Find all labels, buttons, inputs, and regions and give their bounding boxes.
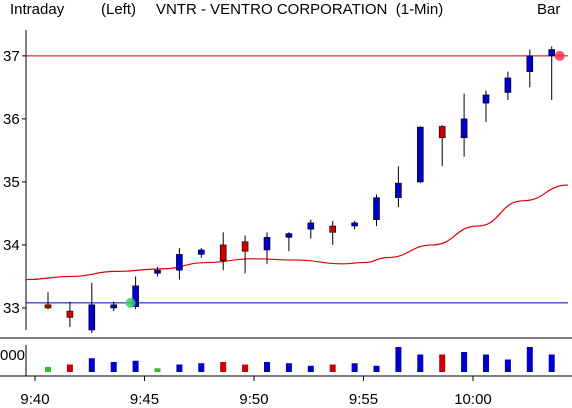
candle-body [351, 222, 358, 227]
volume-bar [548, 354, 555, 372]
candle-body [526, 55, 534, 72]
candle-body [154, 269, 161, 274]
volume-bar [461, 352, 468, 372]
volume-bar [220, 362, 227, 372]
low-price-marker [125, 297, 136, 308]
chart-style-label: Bar [537, 1, 561, 18]
candle-body [66, 310, 74, 318]
candle-body [460, 118, 468, 139]
chart-axes: 37 36 35 34 33 000 9:40 9:45 9:50 9:55 10:00 [0, 30, 572, 408]
x-tick-label: 9:40 [20, 391, 49, 408]
volume-bar [483, 354, 489, 372]
candle-body [198, 249, 205, 255]
volume-bar [176, 364, 183, 372]
candle-body [416, 126, 424, 183]
candle-body [438, 126, 446, 139]
candle-body [395, 182, 402, 198]
y-tick-label: 34 [3, 237, 20, 254]
volume-bar [264, 362, 270, 372]
volume-bar [504, 359, 511, 372]
moving-average-line [25, 184, 569, 281]
volume-bar [88, 358, 95, 372]
candle-body [504, 77, 512, 93]
candle-body [263, 237, 271, 251]
y-tick-label: 35 [3, 174, 20, 191]
chart-title: VNTR - VENTRO CORPORATION (1-Min) [156, 1, 444, 18]
volume-bar [373, 365, 380, 372]
y-tick-label: 36 [3, 111, 20, 128]
volume-bar [395, 347, 402, 372]
volume-bar [526, 347, 533, 372]
volume-bar [198, 363, 205, 372]
candle-body [88, 304, 96, 331]
y-tick-label: 37 [3, 48, 20, 65]
volume-bar [132, 360, 139, 372]
volume-bar [417, 354, 424, 372]
volume-bar [329, 364, 336, 372]
candle-body [110, 304, 117, 309]
x-tick-label: 9:45 [130, 391, 159, 408]
candle-body [176, 254, 183, 271]
candle-body [44, 304, 52, 309]
volume-bar [242, 364, 249, 372]
candle-body [132, 285, 139, 307]
candle-body [482, 94, 490, 104]
chart-marks [25, 46, 569, 334]
volume-bar [66, 364, 73, 372]
volume-bar [45, 367, 51, 372]
candle-body [285, 233, 293, 238]
volume-bar [307, 365, 314, 372]
volume-axis-label: 000 [0, 347, 25, 364]
volume-bar [110, 362, 117, 372]
candle-body [329, 225, 337, 233]
candle-body [241, 241, 249, 252]
last-price-marker [554, 50, 565, 61]
chart-side-label: (Left) [101, 1, 137, 18]
volume-bar [154, 368, 161, 372]
candle-body [548, 49, 556, 57]
candle-body [373, 197, 380, 221]
x-tick-label: 9:50 [239, 391, 268, 408]
x-tick-label: 9:55 [349, 391, 378, 408]
volume-bar [439, 354, 446, 372]
x-tick-label: 10:00 [454, 391, 492, 408]
candle-body [219, 244, 227, 261]
chart-mode-label: Intraday [10, 1, 65, 18]
volume-panel [45, 347, 555, 372]
candle-body [307, 222, 315, 230]
volume-bar [285, 363, 292, 372]
volume-bar [351, 363, 358, 372]
y-tick-label: 33 [3, 300, 20, 317]
